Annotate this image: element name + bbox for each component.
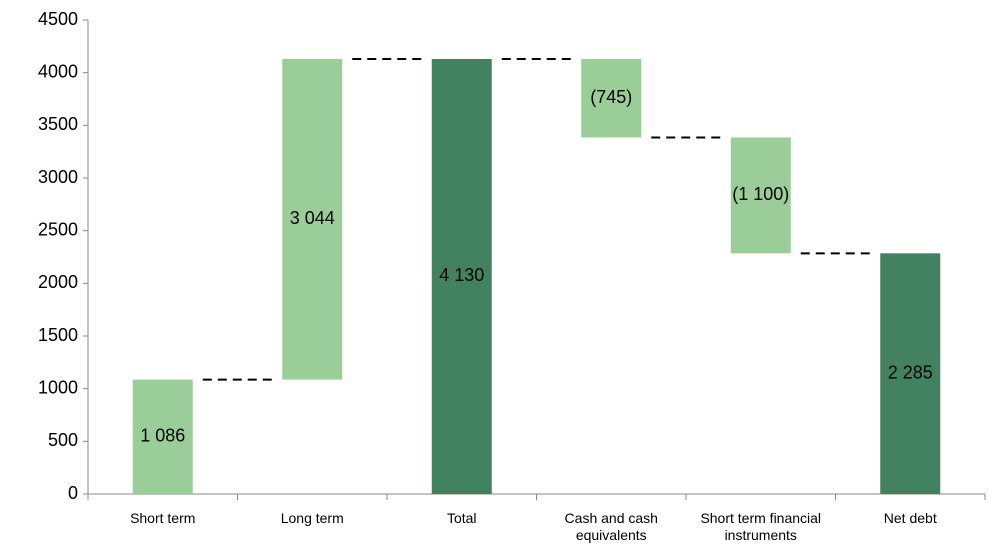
bar <box>431 58 492 495</box>
y-tick-label: 3500 <box>38 114 78 134</box>
bar <box>581 58 642 138</box>
value-label: 4 130 <box>439 265 484 285</box>
value-label: (1 100) <box>732 184 789 204</box>
bar <box>132 379 193 494</box>
x-tick-label: Cash and cash equivalents <box>564 510 658 543</box>
x-tick-label: Short term <box>130 510 196 526</box>
x-tick-label: Long term <box>280 510 344 526</box>
value-label: 3 044 <box>290 208 335 228</box>
value-label: 1 086 <box>140 426 185 446</box>
y-tick-label: 2000 <box>38 272 78 292</box>
y-tick-label: 500 <box>48 430 78 450</box>
x-tick-label: Net debt <box>883 510 937 526</box>
y-tick-label: 1000 <box>38 377 78 397</box>
y-tick-label: 4000 <box>38 61 78 81</box>
y-tick-label: 3000 <box>38 167 78 187</box>
bar <box>880 253 941 494</box>
y-tick-label: 2500 <box>38 219 78 239</box>
value-label: 2 285 <box>888 362 933 382</box>
x-tick-label: Total <box>446 510 477 526</box>
value-label: (745) <box>590 87 632 107</box>
bar <box>730 137 791 254</box>
bar <box>282 58 343 380</box>
y-tick-label: 0 <box>68 483 78 503</box>
x-tick-label: Short term financial instruments <box>700 510 822 543</box>
y-tick-label: 4500 <box>38 9 78 29</box>
y-tick-label: 1500 <box>38 325 78 345</box>
